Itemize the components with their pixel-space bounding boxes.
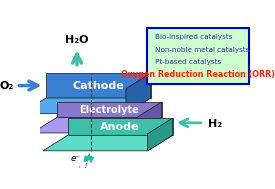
Text: Non-noble metal catalysts: Non-noble metal catalysts	[155, 47, 249, 53]
Circle shape	[74, 170, 83, 179]
Text: Pt-based catalysts: Pt-based catalysts	[155, 59, 221, 65]
Text: H₂O: H₂O	[65, 35, 89, 45]
Polygon shape	[46, 73, 151, 98]
Text: H₂: H₂	[208, 119, 222, 129]
Polygon shape	[137, 102, 162, 133]
Text: Cathode: Cathode	[73, 81, 124, 91]
Polygon shape	[148, 118, 173, 151]
Polygon shape	[57, 102, 162, 117]
Text: Bio-inspired catalysts: Bio-inspired catalysts	[155, 34, 232, 40]
Polygon shape	[43, 135, 173, 151]
Text: O₂: O₂	[0, 81, 13, 91]
Text: Electrolyte: Electrolyte	[79, 105, 139, 115]
Text: e⁻: e⁻	[70, 154, 81, 163]
FancyBboxPatch shape	[147, 28, 249, 84]
Text: Oxygen Reduction Reaction (ORR): Oxygen Reduction Reaction (ORR)	[121, 70, 275, 79]
Polygon shape	[68, 118, 173, 135]
Polygon shape	[21, 98, 151, 114]
Polygon shape	[32, 117, 162, 133]
Polygon shape	[126, 73, 151, 114]
Text: Anode: Anode	[100, 122, 140, 132]
